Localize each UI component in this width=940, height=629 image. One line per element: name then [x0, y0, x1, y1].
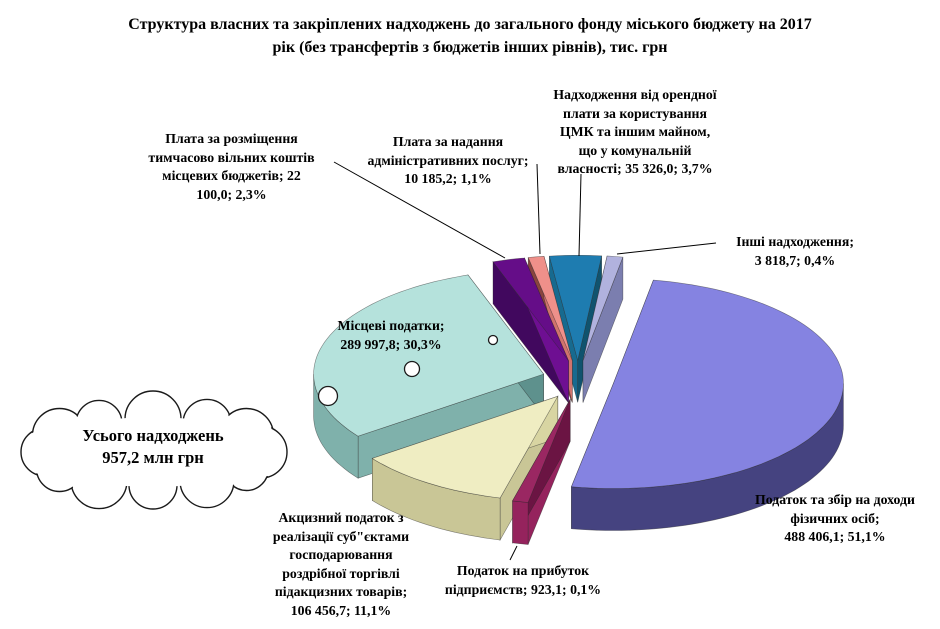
thought-bubble-2	[403, 360, 421, 378]
slice-label-inshi: Інші надходження; 3 818,7; 0,4%	[736, 234, 854, 268]
leader-lines	[333, 161, 717, 561]
slice-label-prybutok: Податок на прибуток підприємств; 923,1; 0…	[444, 563, 602, 597]
chart-title-line1: Структура власних та закріплених надходж…	[128, 16, 812, 33]
slice-label-rozmishchennia: Плата за розміщення тимчасово вільних кош…	[148, 131, 315, 202]
chart-title: Структура власних та закріплених надходж…	[70, 13, 870, 59]
slice-label-aktsyz: Акцизний податок з реалізації суб"єктами г…	[272, 510, 410, 618]
thought-bubble-3	[487, 334, 499, 346]
slice-prybutok-top	[512, 399, 571, 503]
slice-pdfo-top	[570, 279, 844, 489]
slice-mistsevi-top	[313, 274, 545, 437]
slice-label-tsmk: Надходження від орендної плати за користу…	[553, 87, 717, 176]
slice-label-adminposluhy: Плата за надання адміністративних послуг;…	[367, 134, 529, 186]
slice-label-mistsevi: Місцеві податки; 289 997,8; 30,3%	[337, 318, 445, 352]
pie-3d	[313, 255, 844, 545]
leader-line-3	[578, 173, 582, 257]
slice-tsmk-top	[548, 255, 603, 361]
cloud-callout	[20, 390, 288, 510]
cloud-inner	[44, 417, 262, 487]
slice-inshi-top	[582, 255, 624, 361]
leader-line-5	[509, 545, 518, 561]
leader-line-1	[333, 161, 506, 259]
slice-prybutok-outer-wall	[512, 500, 529, 545]
leader-line-2	[536, 163, 541, 255]
thought-bubble-1	[317, 385, 339, 407]
cloud-callout-text: Усього надходжень 957,2 млн грн	[42, 425, 264, 469]
pie-slice-rozmishchennia	[492, 257, 569, 404]
slice-label-pdfo: Податок та збір на доходи фізичних осіб; 4…	[755, 492, 915, 544]
leader-line-4	[616, 242, 717, 255]
pie-slice-inshi	[582, 255, 624, 403]
chart-title-line2: рік (без трансфертів з бюджетів інших рі…	[272, 39, 668, 56]
pie-slice-prybutok	[512, 398, 571, 545]
slice-adminposluhy-top	[527, 255, 573, 361]
cloud-total-line2: 957,2 млн грн	[102, 448, 204, 467]
pie-slice-pdfo	[570, 279, 844, 531]
thought-bubbles	[317, 334, 499, 407]
slice-rozmishchennia-top	[492, 257, 569, 362]
slice-aktsyz-top	[371, 395, 559, 499]
cloud-total-line1: Усього надходжень	[82, 426, 224, 445]
